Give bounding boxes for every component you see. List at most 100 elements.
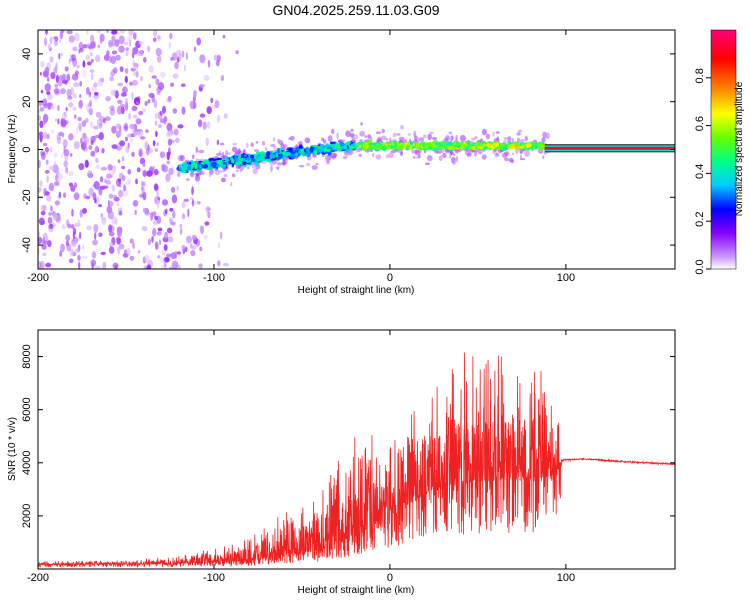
heat-cell (176, 264, 181, 269)
heat-cell (176, 251, 182, 255)
heat-cell (345, 130, 351, 137)
heat-cell (199, 225, 204, 234)
heat-cell (494, 152, 500, 158)
heat-cell (252, 168, 258, 175)
heat-cell (109, 108, 116, 116)
heat-cell (116, 228, 123, 238)
heat-cell (216, 157, 222, 161)
heat-cell (143, 56, 147, 63)
heat-cell (238, 161, 242, 165)
heat-cell (168, 167, 174, 176)
x-tick-label: 0 (387, 572, 393, 584)
heat-cell (116, 178, 121, 187)
heat-cell (117, 99, 123, 104)
heat-cell (43, 187, 47, 197)
heat-cell (388, 152, 394, 159)
heat-cell (157, 35, 161, 40)
heat-cell (498, 143, 503, 149)
colorbar-tick-label: 0.6 (694, 116, 706, 131)
heat-cell (60, 52, 63, 57)
heat-cell (250, 142, 254, 147)
heat-cell (203, 235, 208, 240)
heat-cell (532, 143, 536, 147)
heat-cell (109, 241, 113, 248)
heat-cell (187, 208, 190, 218)
heat-cell (181, 170, 187, 173)
heat-cell (53, 160, 57, 169)
heat-cell (134, 209, 137, 216)
heat-cell (272, 137, 276, 142)
heat-cell (101, 217, 107, 225)
heat-cell (66, 219, 70, 227)
heat-cell (91, 86, 97, 93)
heat-cell (348, 150, 353, 156)
heat-cell (478, 148, 483, 155)
heat-cell (141, 186, 145, 196)
heat-cell (79, 47, 84, 53)
heat-cell (155, 130, 158, 137)
colorbar-label: Normalized spectral amplitude (734, 81, 745, 216)
heat-cell (63, 192, 67, 198)
heat-cell (255, 141, 259, 144)
heat-cell (426, 155, 433, 162)
heat-cell (481, 128, 487, 136)
heat-cell (207, 121, 211, 129)
heat-cell (358, 144, 362, 148)
heat-cell (305, 150, 308, 154)
heat-cell (251, 164, 255, 169)
heat-cell (207, 211, 211, 219)
heat-cell (111, 184, 116, 192)
heat-cell (381, 128, 385, 134)
heat-cell (166, 151, 170, 161)
heat-cell (179, 228, 183, 235)
heat-cell (118, 35, 125, 45)
heat-cell (235, 169, 239, 173)
heat-cell (112, 262, 119, 269)
heat-cell (60, 118, 67, 128)
heat-cell (370, 142, 377, 145)
heat-cell (53, 39, 59, 47)
heat-cell (155, 47, 162, 57)
heat-cell (275, 166, 280, 169)
heat-cell (219, 170, 226, 173)
heat-cell (163, 244, 168, 252)
heat-cell (90, 259, 97, 267)
heat-cell (157, 227, 163, 232)
heat-cell (170, 57, 174, 61)
heat-cell (39, 120, 44, 129)
heat-cell (48, 212, 52, 216)
heat-cell (53, 152, 58, 158)
heat-cell (127, 142, 130, 149)
heat-cell (86, 30, 89, 35)
heat-cell (65, 240, 69, 247)
heat-cell (163, 260, 167, 268)
heat-cell (68, 133, 74, 141)
heat-cell (88, 102, 91, 108)
heat-cell (58, 39, 61, 43)
heat-cell (214, 100, 220, 109)
heat-cell (122, 252, 129, 258)
heat-cell (152, 227, 157, 237)
heat-cell (461, 135, 465, 142)
heat-cell (89, 69, 95, 73)
heat-cell (97, 44, 101, 49)
y-tick-label: 6000 (21, 397, 33, 421)
heat-cell (46, 133, 50, 140)
heat-cell (309, 147, 314, 153)
heat-cell (65, 234, 70, 242)
heat-cell (385, 154, 389, 159)
colorbar-ticks: 0.0 0.2 0.4 0.6 0.8 (694, 68, 711, 275)
heat-cell (424, 142, 429, 146)
heat-cell (135, 70, 139, 78)
heat-cell (336, 132, 339, 140)
heat-cell (422, 134, 427, 139)
heat-cell (170, 252, 177, 260)
heat-cell (111, 35, 116, 43)
heat-cell (321, 137, 325, 142)
heat-cell (156, 231, 162, 236)
heat-cell (42, 70, 49, 78)
heat-cell (135, 118, 142, 125)
heat-cell (90, 59, 94, 63)
heat-cell (517, 129, 523, 133)
